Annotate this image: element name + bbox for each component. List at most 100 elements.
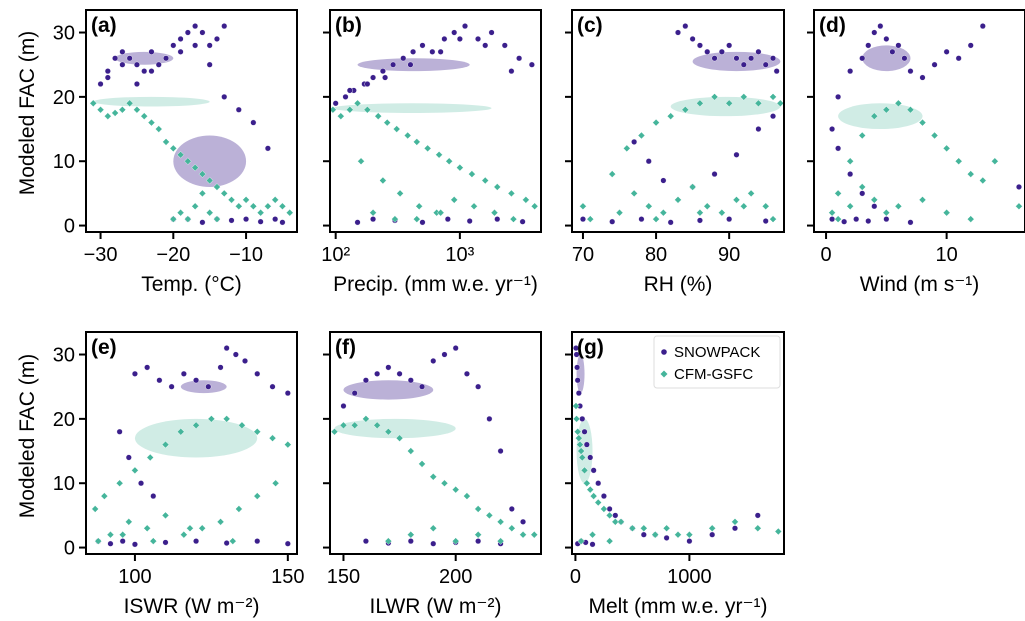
y-tick-label: 20 [53,409,75,431]
x-tick-label: 200 [439,566,472,588]
cfm-gsfc-point [579,202,587,210]
snowpack-point [400,55,407,62]
snowpack-point [889,48,896,55]
cfm-gsfc-point [413,138,421,146]
x-tick-label: 1000 [667,566,712,588]
snowpack-point [696,42,703,49]
snowpack-point [390,61,397,68]
cfm-gsfc-point [605,537,614,545]
snowpack-point [112,55,119,62]
cfm-gsfc-point [652,118,660,127]
cfm-gsfc-point [774,527,782,536]
cfm-gsfc-point [894,99,903,107]
snowpack-point [877,23,884,30]
density-band [115,51,174,65]
cfm-gsfc-point [216,518,225,526]
cfm-gsfc-point [198,189,207,198]
density-band [576,354,585,394]
cfm-gsfc-point [1015,202,1023,210]
snowpack-point [437,48,444,55]
snowpack-point [430,357,437,364]
snowpack-point [242,357,249,364]
cfm-gsfc-point [450,196,458,204]
snowpack-point [600,493,607,500]
snowpack-point [444,216,451,223]
legend-cfm-marker [660,370,668,378]
snowpack-point [901,55,908,62]
x-tick-label: 150 [327,566,360,588]
cfm-gsfc-point [131,466,139,475]
snowpack-point [482,42,489,49]
x-axis-label: Temp. (°C) [141,273,242,296]
cfm-gsfc-point [481,176,489,185]
snowpack-point [168,383,175,390]
cfm-gsfc-point [589,492,598,500]
snowpack-point [243,216,250,223]
cfm-gsfc-point [662,524,671,532]
snowpack-point [640,531,647,538]
cfm-gsfc-point [393,125,401,133]
snowpack-point [508,505,515,512]
snowpack-point [264,145,271,152]
cfm-gsfc-point [651,531,659,539]
snowpack-point [475,383,482,390]
snowpack-point [213,35,220,42]
snowpack-point [133,61,140,68]
cfm-gsfc-point [119,531,127,539]
cfm-gsfc-point [96,106,105,114]
cfm-gsfc-point [615,209,624,217]
snowpack-point [370,74,377,81]
snowpack-point [590,467,597,474]
cfm-gsfc-point [828,209,836,217]
snowpack-point [508,68,515,75]
snowpack-point [919,74,926,81]
snowpack-point [733,55,740,62]
snowpack-point [193,538,200,545]
cfm-gsfc-point [967,215,975,223]
snowpack-point [675,29,682,36]
snowpack-point [235,106,242,113]
cfm-gsfc-point [605,511,614,520]
cfm-gsfc-point [104,112,112,120]
snowpack-point [279,219,286,226]
cfm-gsfc-point [611,518,619,526]
cfm-gsfc-point [463,492,471,500]
cfm-gsfc-point [600,505,608,513]
cfm-gsfc-point [577,447,585,455]
cfm-gsfc-point [206,176,214,185]
cfm-gsfc-point [485,511,494,520]
cfm-gsfc-point [522,196,530,204]
cfm-gsfc-point [846,157,854,165]
cfm-gsfc-point [418,460,426,468]
panel-letter: (d) [819,14,846,37]
cfm-gsfc-point [229,537,237,545]
snowpack-point [269,383,276,390]
snowpack-point [232,351,239,358]
cfm-gsfc-point [133,106,141,114]
snowpack-point [155,61,162,68]
snowpack-point [221,93,228,100]
cfm-gsfc-point [383,118,391,127]
snowpack-point [144,364,151,371]
cfm-gsfc-point [870,196,878,204]
cfm-gsfc-point [637,131,646,140]
snowpack-point [362,538,369,545]
legend-label: SNOWPACK [674,344,760,361]
x-tick-label: −10 [229,244,263,266]
cfm-gsfc-point [578,453,586,462]
x-tick-label: 70 [572,244,594,266]
snowpack-point [221,23,228,30]
snowpack-point [407,538,414,545]
snowpack-point [223,345,230,352]
cfm-gsfc-point [870,112,878,120]
panel-letter: (a) [91,14,117,37]
cfm-gsfc-point [703,202,711,210]
cfm-gsfc-point [474,531,482,539]
snowpack-point [156,377,163,384]
snowpack-point [574,364,581,371]
cfm-gsfc-point [754,99,763,107]
snowpack-point [332,100,339,107]
snowpack-point [217,364,224,371]
density-band [862,45,911,72]
